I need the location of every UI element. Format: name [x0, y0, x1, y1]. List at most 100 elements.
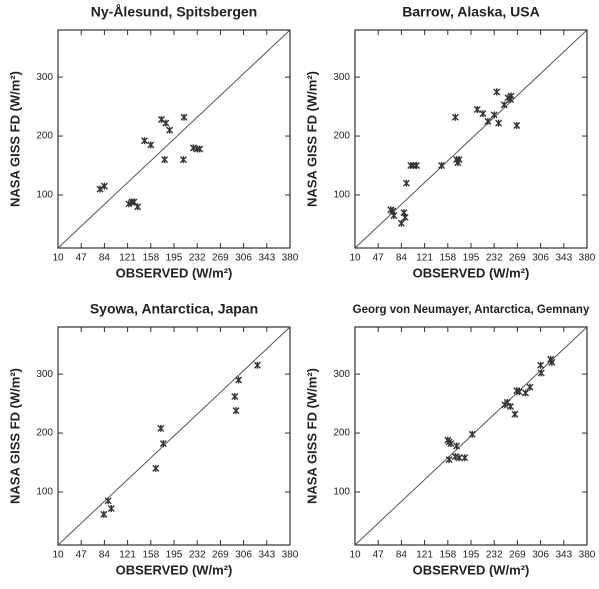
data-point [179, 156, 187, 164]
data-point [400, 209, 408, 217]
x-tick-label: 343 [555, 550, 572, 561]
data-point [157, 424, 165, 432]
chart-title: Syowa, Antarctica, Japan [90, 301, 258, 317]
data-point [166, 126, 174, 134]
one-to-one-line [57, 29, 291, 249]
x-axis-label: OBSERVED (W/m²) [116, 265, 233, 280]
y-axis-label: NASA GISS FD (W/m²) [304, 71, 319, 207]
x-tick-label: 121 [416, 253, 433, 264]
data-point [96, 185, 104, 193]
x-tick-label: 380 [579, 550, 596, 561]
data-point [159, 440, 167, 448]
data-point [511, 410, 519, 418]
data-point [548, 358, 556, 366]
y-axis-label: NASA GISS FD (W/m²) [7, 71, 22, 207]
y-tick-label: 200 [333, 428, 350, 439]
data-point [152, 464, 160, 472]
x-tick-label: 269 [509, 253, 526, 264]
data-point [507, 92, 515, 100]
panel: Barrow, Alaska, USA 10 47 84 121 158 195 232 269… [304, 4, 595, 281]
data-point [493, 88, 501, 96]
data-point [147, 141, 155, 149]
x-tick-label: 158 [142, 550, 159, 561]
chart-title: Ny-Ålesund, Spitsbergen [91, 4, 257, 20]
x-tick-label: 380 [282, 550, 299, 561]
data-point [537, 369, 545, 377]
y-tick-label: 300 [36, 369, 53, 380]
chart-title: Barrow, Alaska, USA [402, 4, 539, 20]
data-point [412, 162, 420, 170]
x-tick-label: 47 [76, 253, 88, 264]
x-tick-label: 84 [99, 550, 111, 561]
x-tick-label: 343 [258, 550, 275, 561]
x-tick-label: 10 [52, 253, 64, 264]
data-point [453, 442, 461, 450]
data-point [507, 403, 514, 411]
data-point [455, 156, 463, 164]
x-axis-label: OBSERVED (W/m²) [413, 562, 530, 577]
one-to-one-line [354, 29, 588, 249]
data-point [231, 393, 239, 401]
data-point [196, 145, 204, 153]
y-tick-label: 200 [36, 131, 53, 142]
x-tick-label: 306 [235, 550, 252, 561]
x-tick-label: 84 [396, 550, 408, 561]
chart-title: Georg von Neumayer, Antarctica, Gemnany [353, 304, 590, 316]
x-tick-label: 84 [396, 253, 408, 264]
data-point [180, 113, 188, 121]
data-point [479, 110, 487, 118]
x-tick-label: 84 [99, 253, 111, 264]
data-point [461, 454, 469, 462]
panel: Syowa, Antarctica, Japan 10 47 84 121 158 195 2… [7, 301, 298, 578]
data-point [162, 119, 170, 127]
data-point [468, 430, 476, 438]
y-tick-label: 100 [333, 190, 350, 201]
data-point [438, 162, 446, 170]
data-point [513, 121, 521, 129]
x-tick-label: 47 [373, 550, 385, 561]
x-tick-label: 232 [486, 550, 503, 561]
x-tick-label: 158 [439, 253, 456, 264]
x-tick-label: 10 [349, 253, 361, 264]
x-tick-label: 269 [509, 550, 526, 561]
data-point [537, 361, 545, 369]
x-tick-label: 306 [235, 253, 252, 264]
data-point [515, 388, 523, 396]
data-point [141, 137, 149, 145]
x-axis-label: OBSERVED (W/m²) [116, 562, 233, 577]
x-tick-label: 158 [439, 550, 456, 561]
x-tick-label: 121 [119, 550, 136, 561]
data-point [402, 179, 410, 187]
x-tick-label: 47 [373, 253, 385, 264]
data-point [157, 116, 165, 124]
x-tick-label: 232 [189, 253, 206, 264]
x-tick-label: 195 [463, 253, 480, 264]
x-tick-label: 121 [416, 550, 433, 561]
x-tick-label: 380 [282, 253, 299, 264]
x-tick-label: 343 [258, 253, 275, 264]
data-point [401, 213, 409, 221]
x-tick-label: 195 [166, 253, 183, 264]
x-tick-label: 306 [532, 253, 549, 264]
x-tick-label: 269 [212, 253, 229, 264]
data-point [526, 383, 534, 391]
y-tick-label: 300 [333, 369, 350, 380]
data-point [232, 407, 240, 415]
x-tick-label: 232 [486, 253, 503, 264]
data-point [455, 454, 463, 462]
x-tick-label: 343 [555, 253, 572, 264]
data-point [107, 504, 115, 512]
y-axis-label: NASA GISS FD (W/m²) [7, 368, 22, 504]
data-point [397, 219, 405, 227]
panel: Georg von Neumayer, Antarctica, Gemnany 1… [304, 304, 595, 577]
panel: Ny-Ålesund, Spitsbergen 10 47 84 121 158 195 23… [7, 4, 298, 281]
y-tick-label: 100 [36, 487, 53, 498]
data-point [161, 156, 169, 164]
data-point [445, 456, 453, 464]
y-tick-label: 300 [36, 72, 53, 83]
y-tick-label: 200 [333, 131, 350, 142]
data-point [390, 212, 398, 220]
data-point [104, 497, 112, 505]
data-point [484, 117, 492, 125]
x-tick-label: 47 [76, 550, 88, 561]
